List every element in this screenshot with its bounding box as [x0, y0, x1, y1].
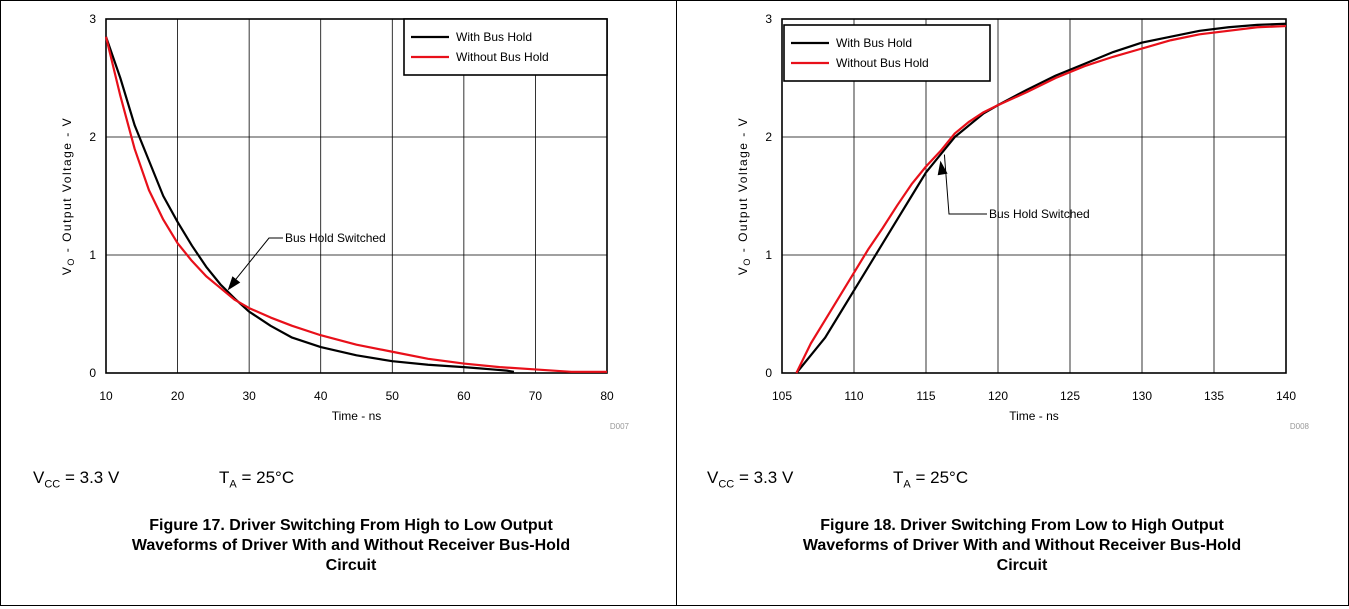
series-line-with-bus-hold — [106, 37, 514, 372]
x-tick-label: 120 — [988, 389, 1008, 403]
x-tick-label: 10 — [99, 389, 113, 403]
x-axis-label: Time - ns — [332, 409, 382, 423]
x-tick-label: 30 — [242, 389, 256, 403]
figure-18-panel: 105 110 115 120 125 130 135 140 0 1 2 3 With Bus Hol… — [677, 0, 1349, 606]
caption-line: Figure 18. Driver Switching From Low to … — [717, 516, 1327, 536]
annotation-label: Bus Hold Switched — [285, 231, 386, 245]
y-tick-label: 0 — [89, 366, 96, 380]
figure-code: D007 — [610, 422, 630, 431]
figure-code: D008 — [1290, 422, 1310, 431]
x-tick-label: 60 — [457, 389, 471, 403]
y-tick-label: 2 — [765, 130, 772, 144]
x-tick-label: 110 — [844, 389, 863, 403]
y-tick-label: 2 — [89, 130, 96, 144]
ta-condition: TA = 25°C — [219, 468, 294, 490]
figure-caption: Figure 18. Driver Switching From Low to … — [717, 516, 1327, 576]
y-axis-label: VO - Output Voltage - V — [736, 117, 752, 275]
caption-line: Circuit — [41, 556, 661, 576]
x-tick-label: 20 — [171, 389, 185, 403]
caption-line: Circuit — [717, 556, 1327, 576]
x-tick-label: 140 — [1276, 389, 1296, 403]
figure-caption: Figure 17. Driver Switching From High to… — [41, 516, 661, 576]
x-tick-label: 70 — [529, 389, 543, 403]
legend-label: Without Bus Hold — [456, 50, 549, 64]
y-tick-label: 0 — [765, 366, 772, 380]
ta-condition: TA = 25°C — [893, 468, 968, 490]
x-tick-label: 125 — [1060, 389, 1080, 403]
x-tick-label: 130 — [1132, 389, 1152, 403]
legend-box — [404, 19, 607, 75]
y-tick-label: 1 — [89, 248, 96, 262]
legend-label: With Bus Hold — [456, 30, 532, 44]
legend-label: Without Bus Hold — [836, 56, 929, 70]
x-tick-label: 135 — [1204, 389, 1224, 403]
caption-line: Figure 17. Driver Switching From High to… — [41, 516, 661, 536]
annotation-leader — [944, 155, 987, 214]
chart-figure-18: 105 110 115 120 125 130 135 140 0 1 2 3 With Bus Hol… — [677, 1, 1349, 441]
y-tick-label: 3 — [89, 12, 96, 26]
annotation-leader — [232, 238, 283, 284]
y-tick-label: 3 — [765, 12, 772, 26]
chart-figure-17: 10 20 30 40 50 60 70 80 0 1 2 3 With Bus Hold Without… — [1, 1, 678, 441]
vcc-condition: VCC = 3.3 V — [707, 468, 793, 490]
figure-17-panel: 10 20 30 40 50 60 70 80 0 1 2 3 With Bus Hold Without… — [0, 0, 677, 606]
x-axis-label: Time - ns — [1009, 409, 1059, 423]
annotation-arrowhead — [938, 161, 948, 176]
series-line-without-bus-hold — [106, 37, 607, 372]
legend-label: With Bus Hold — [836, 36, 912, 50]
x-tick-label: 115 — [916, 389, 935, 403]
x-tick-label: 50 — [386, 389, 400, 403]
annotation-arrowhead — [228, 276, 241, 290]
legend-box — [784, 25, 990, 81]
caption-line: Waveforms of Driver With and Without Rec… — [717, 536, 1327, 556]
annotation-label: Bus Hold Switched — [989, 207, 1090, 221]
y-tick-label: 1 — [765, 248, 772, 262]
x-tick-label: 80 — [600, 389, 614, 403]
x-tick-label: 40 — [314, 389, 328, 403]
x-tick-label: 105 — [772, 389, 792, 403]
y-axis-label: VO - Output Voltage - V — [60, 117, 76, 275]
vcc-condition: VCC = 3.3 V — [33, 468, 119, 490]
caption-line: Waveforms of Driver With and Without Rec… — [41, 536, 661, 556]
